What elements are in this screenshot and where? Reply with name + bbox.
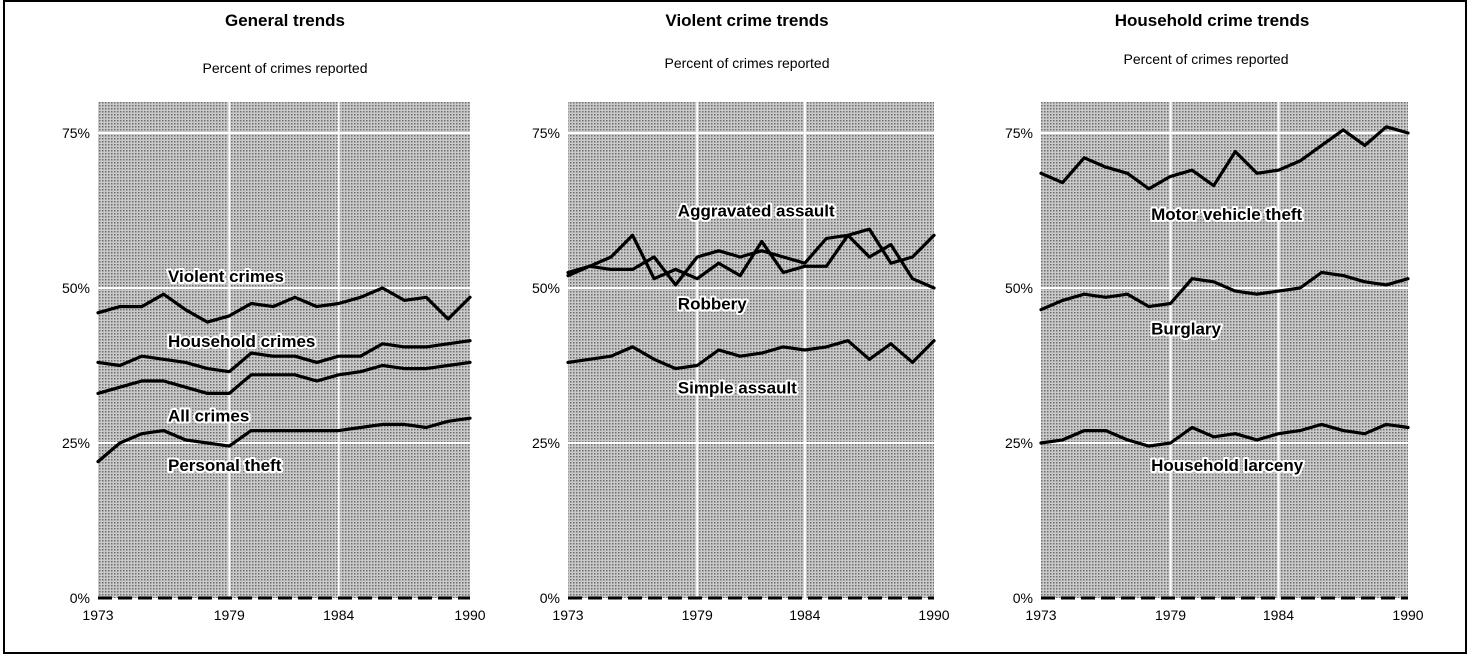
y-tick-label: 75% (1005, 125, 1033, 141)
series-label-household-crimes: Household crimes (168, 332, 315, 351)
figure-border (3, 0, 1467, 654)
x-tick-label: 1990 (454, 607, 485, 623)
series-line-motor-vehicle-theft (1039, 125, 1410, 191)
series-label-simple-assault: Simple assault (678, 378, 797, 397)
series-line-household-crimes (96, 339, 472, 374)
x-tick-label: 1979 (214, 607, 245, 623)
series-line-simple-assault (566, 339, 936, 371)
chart-subtitle: Percent of crimes reported (203, 60, 368, 76)
series-line-robbery (566, 233, 936, 290)
series-label-burglary: Burglary (1151, 320, 1221, 339)
series-label-household-larceny: Household larceny (1151, 456, 1304, 475)
y-tick-label: 50% (62, 280, 90, 296)
y-tick-label: 75% (62, 125, 90, 141)
series-label-robbery: Robbery (678, 295, 748, 314)
y-tick-label: 50% (1005, 280, 1033, 296)
plot-area: 0% 25% 50% 75% 1973 1979 1984 1990 Violent crime… (62, 102, 486, 623)
y-tick-label: 0% (1013, 590, 1033, 606)
chart-title: Violent crime trends (665, 11, 828, 30)
chart-household-crime-trends: Household crime trends Percent of crimes… (1005, 11, 1424, 623)
y-tick-label: 25% (532, 435, 560, 451)
y-tick-label: 25% (1005, 435, 1033, 451)
y-tick-label: 75% (532, 125, 560, 141)
chart-title: General trends (225, 11, 345, 30)
x-tick-label: 1984 (1263, 607, 1294, 623)
series-line-personal-theft (96, 416, 472, 464)
series-label-aggravated-assault: Aggravated assault (678, 202, 835, 221)
x-tick-label: 1979 (682, 607, 713, 623)
plot-area: 0% 25% 50% 75% 1973 1979 1984 1990 Aggravated as… (532, 102, 950, 623)
series-line-violent-crimes (96, 286, 472, 324)
x-tick-label: 1979 (1155, 607, 1186, 623)
plot-background (1041, 102, 1408, 598)
plot-background (98, 102, 470, 598)
x-tick-label: 1973 (1025, 607, 1056, 623)
x-tick-label: 1984 (789, 607, 820, 623)
series-line-aggravated-assault (566, 227, 936, 287)
series-label-violent-crimes: Violent crimes (168, 267, 284, 286)
series-label-all-crimes: All crimes (168, 406, 249, 425)
chart-violent-crime-trends: Violent crime trends Percent of crimes r… (532, 11, 950, 623)
x-tick-label: 1984 (323, 607, 354, 623)
series-label-motor-vehicle-theft: Motor vehicle theft (1151, 205, 1302, 224)
x-tick-label: 1990 (918, 607, 949, 623)
series-line-all-crimes (96, 360, 472, 395)
y-tick-label: 25% (62, 435, 90, 451)
x-tick-label: 1973 (552, 607, 583, 623)
series-line-burglary (1039, 270, 1410, 312)
chart-subtitle: Percent of crimes reported (1124, 51, 1289, 67)
series-label-personal-theft: Personal theft (168, 456, 282, 475)
y-tick-label: 50% (532, 280, 560, 296)
series-line-household-larceny (1039, 422, 1410, 448)
chart-general-trends: General trends Percent of crimes reporte… (62, 11, 486, 623)
x-tick-label: 1973 (82, 607, 113, 623)
chart-title: Household crime trends (1115, 11, 1310, 30)
plot-area: 0% 25% 50% 75% 1973 1979 1984 1990 Motor vehicle… (1005, 102, 1424, 623)
chart-subtitle: Percent of crimes reported (665, 55, 830, 71)
y-tick-label: 0% (540, 590, 560, 606)
x-tick-label: 1990 (1392, 607, 1423, 623)
y-tick-label: 0% (70, 590, 90, 606)
